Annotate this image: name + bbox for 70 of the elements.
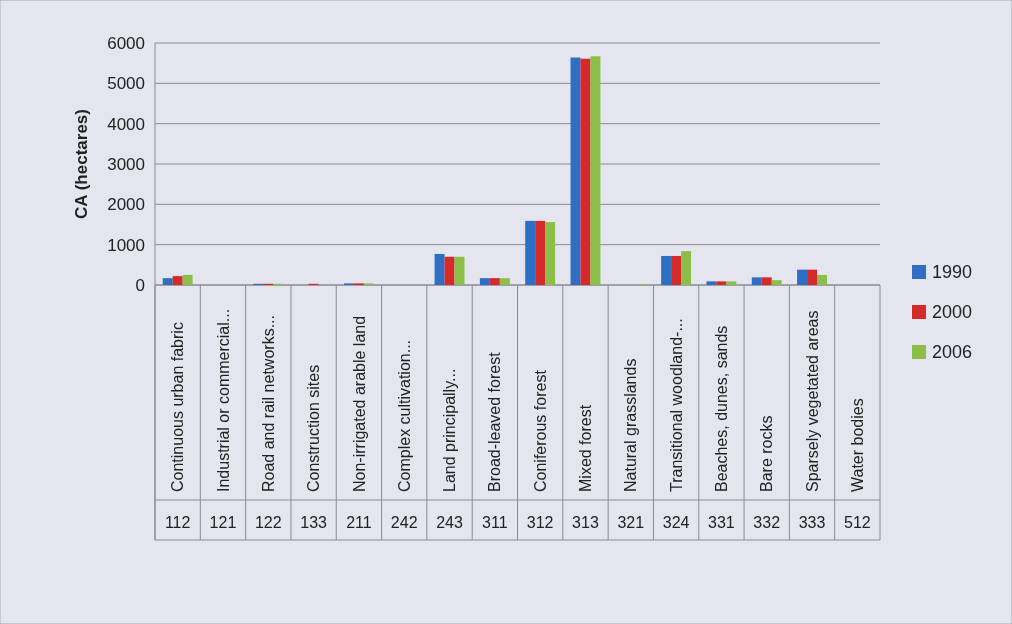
bar (671, 255, 682, 285)
bar (570, 57, 581, 285)
x-tick-label: Complex cultivation... (395, 339, 413, 492)
text: 331 (708, 513, 735, 531)
text: 242 (390, 513, 418, 531)
x-tick-label: Beaches, dunes, sands (713, 325, 731, 492)
text: 512 (843, 513, 871, 531)
y-tick-label: 3000 (107, 154, 145, 174)
legend-label: 2000 (932, 302, 973, 323)
bar (751, 277, 762, 285)
bar (454, 256, 465, 285)
text: 333 (798, 513, 826, 531)
bar (726, 281, 737, 285)
x-tick-label: Water bodies (848, 398, 866, 492)
bar (545, 222, 556, 285)
x-tick-label: Construction sites (305, 364, 323, 492)
bar (681, 251, 692, 285)
text: 133 (300, 513, 328, 531)
x-tick-label: Land principally... (441, 368, 459, 492)
text: 122 (254, 513, 282, 531)
text: 332 (753, 513, 781, 531)
y-axis-title: CA (hectares) (72, 109, 91, 219)
bar (817, 274, 827, 285)
x-tick-label: Non-irrigated arable land (350, 315, 368, 492)
bar (797, 269, 808, 285)
text: 321 (617, 513, 645, 531)
bar (716, 281, 727, 285)
y-tick-label: 4000 (107, 114, 145, 134)
bar (661, 255, 672, 285)
y-tick-label: 1000 (107, 235, 145, 255)
x-tick-label: Road and rail networks... (259, 315, 277, 492)
text: 211 (346, 513, 372, 531)
legend-label: 1990 (932, 262, 973, 283)
y-tick-label: 5000 (107, 74, 145, 94)
x-tick-label: Broad-leaved forest (486, 351, 504, 492)
bar (162, 278, 173, 285)
bar (479, 278, 490, 285)
bar (172, 276, 183, 285)
y-tick-label: 6000 (107, 33, 145, 53)
text: 243 (436, 513, 463, 531)
x-tick-label: Coniferous forest (531, 369, 549, 492)
text: 312 (526, 513, 554, 531)
text: 313 (572, 513, 599, 531)
bar (489, 278, 500, 285)
text: 311 (482, 513, 508, 531)
bar (771, 280, 782, 285)
bar (499, 278, 510, 285)
bar (580, 58, 591, 285)
x-tick-label: Mixed forest (577, 404, 595, 492)
legend-label: 2006 (932, 342, 973, 363)
bar (182, 274, 193, 285)
text: 112 (164, 513, 191, 531)
bar (590, 56, 601, 285)
x-tick-label: Bare rocks (758, 415, 776, 492)
x-tick-label: Continuous urban fabric (169, 322, 187, 492)
bar (706, 281, 717, 285)
bar (525, 220, 536, 285)
bar (535, 220, 546, 285)
bar (434, 253, 445, 285)
bar (761, 277, 772, 285)
text: 324 (662, 513, 690, 531)
bar (444, 256, 455, 285)
x-tick-label: Industrial or commercial... (214, 308, 232, 492)
bar (807, 269, 818, 285)
x-tick-label: Natural grasslands (622, 358, 640, 492)
y-tick-label: 2000 (107, 195, 145, 215)
x-tick-label: Sparsely vegetated areas (803, 310, 821, 492)
y-tick-label: 0 (135, 275, 145, 295)
x-tick-label: Transitional woodland-... (667, 318, 685, 492)
text: 121 (209, 513, 237, 531)
